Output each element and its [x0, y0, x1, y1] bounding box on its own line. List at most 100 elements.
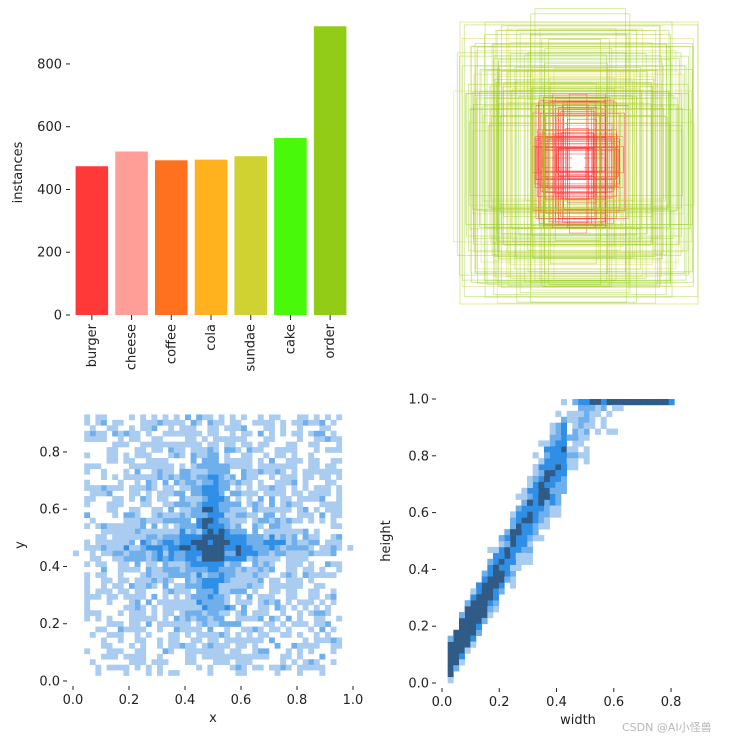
hist-bin — [280, 496, 287, 502]
x-tick-label: 0.0 — [63, 693, 84, 708]
hist-bin — [297, 648, 303, 655]
hist-bin — [263, 463, 270, 470]
hist-bin — [196, 496, 203, 502]
hist-bin — [207, 653, 214, 660]
hist-bin — [213, 593, 219, 600]
hist-bin — [572, 410, 579, 418]
hist-bin — [252, 447, 259, 453]
hist-bin — [95, 664, 102, 671]
hist-bin — [447, 665, 454, 672]
hist-bin — [84, 610, 91, 617]
hist-bin — [246, 496, 253, 502]
box-outline — [471, 46, 694, 283]
hist-bin — [179, 506, 186, 513]
hist-bin — [201, 534, 208, 540]
x-tick-label: 0.2 — [489, 695, 510, 710]
hist-bin — [572, 440, 579, 447]
hist-bin — [330, 572, 337, 578]
box-outline — [480, 70, 679, 263]
hist-bin — [224, 447, 231, 453]
hist-bin — [201, 452, 208, 459]
hist-bin — [319, 436, 326, 442]
hist-bin — [207, 664, 214, 671]
hist-bin — [325, 632, 331, 638]
hist-bin — [162, 485, 169, 491]
hist-bin — [129, 523, 135, 529]
hist-bin — [330, 419, 337, 426]
hist-bin — [235, 425, 242, 432]
y-axis-label: y — [13, 541, 28, 549]
bar-cake — [274, 138, 307, 315]
hist-bin — [302, 572, 309, 578]
y-axis-label: instances — [11, 141, 26, 203]
hist-bin — [515, 552, 522, 560]
hist-bin — [89, 425, 96, 432]
hist-bin — [297, 539, 303, 546]
hist-bin — [157, 447, 163, 453]
hist-bin — [168, 545, 175, 551]
hist-bin — [235, 528, 242, 535]
hist-bin — [515, 505, 522, 512]
hist-bin — [566, 416, 573, 423]
hist-bin — [101, 653, 107, 660]
hist-bin — [179, 501, 186, 508]
hist-bin — [330, 512, 337, 519]
hist-bin — [218, 550, 225, 557]
hist-bin — [162, 659, 169, 665]
hist-bin — [246, 474, 253, 481]
hist-bin — [510, 570, 516, 577]
hist-bin — [179, 545, 186, 551]
hist-bin — [308, 550, 315, 557]
hist-bin — [84, 430, 91, 437]
hist-bin — [106, 653, 113, 660]
hist-bin — [493, 570, 499, 577]
hist-bin — [313, 534, 320, 540]
hist-bin — [235, 457, 242, 464]
hist-bin — [190, 441, 197, 448]
hist-bin — [476, 582, 482, 589]
hist-bin — [297, 528, 303, 535]
hist-bin — [549, 446, 556, 453]
hist-bin — [213, 577, 219, 584]
hist-bin — [179, 610, 186, 617]
hist-bin — [583, 399, 590, 406]
hist-bin — [151, 457, 158, 464]
hist-bin — [285, 566, 292, 573]
hist-bin — [493, 588, 499, 595]
hist-bin — [487, 570, 494, 577]
hist-bin — [218, 659, 225, 665]
hist-bin — [612, 399, 618, 406]
hist-bin — [207, 604, 214, 611]
hist-bin — [470, 641, 477, 648]
hist-bin — [162, 615, 169, 622]
hist-bin — [157, 474, 163, 481]
hist-bin — [285, 447, 292, 453]
hist-bin — [95, 670, 102, 676]
hist-bin — [336, 512, 343, 519]
hist-bin — [207, 539, 214, 546]
hist-bin — [313, 583, 320, 589]
hist-bin — [263, 550, 270, 557]
y-tick-label: 0.0 — [408, 677, 429, 692]
hist-bin — [95, 419, 102, 426]
hist-bin — [447, 653, 454, 660]
hist-bin — [117, 485, 124, 491]
hist-bin — [213, 637, 219, 644]
hist-bin — [106, 506, 113, 513]
hist-bin — [257, 463, 264, 470]
hist-bin — [313, 436, 320, 442]
hist-bin — [106, 664, 113, 671]
hist-bin — [145, 534, 152, 540]
hist-bin — [207, 632, 214, 638]
hist-bin — [235, 479, 242, 486]
hist-bin — [269, 626, 275, 633]
hist-bin — [224, 506, 231, 513]
hist-bin — [263, 425, 270, 432]
hist-bin — [297, 517, 303, 524]
hist-bin — [140, 577, 147, 584]
hist-bin — [291, 479, 298, 486]
hist-bin — [325, 501, 331, 508]
hist-bin — [510, 511, 516, 518]
hist-bin — [106, 621, 113, 627]
hist-bin — [179, 496, 186, 502]
